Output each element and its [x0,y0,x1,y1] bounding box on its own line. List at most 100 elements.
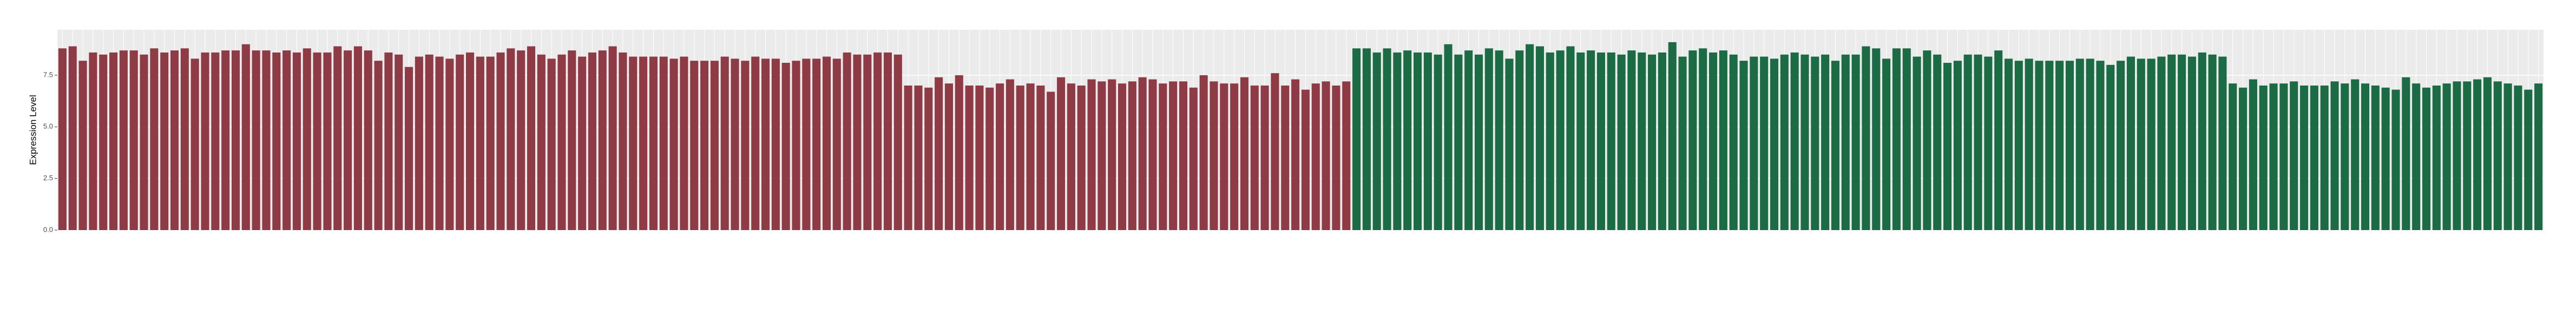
bar [1067,83,1075,230]
bar [2178,54,2186,230]
bar [690,61,699,230]
bar [1872,48,1881,230]
bar [2320,85,2329,230]
bar [2005,58,2013,230]
bar [578,56,587,230]
bar [619,52,627,230]
bar [1087,79,1096,230]
bar [1240,77,1248,230]
bar [802,58,811,230]
y-tick-label: 7.5 [43,70,53,78]
bar [873,52,882,230]
bar [1413,52,1422,230]
bar [68,46,77,230]
bar [608,46,617,230]
bar [1444,44,1453,230]
bar [2045,61,2054,230]
bar [119,50,128,230]
bar [812,58,821,230]
bar [731,58,739,230]
bar [2432,85,2441,230]
bar [1077,85,1086,230]
bar [1526,44,1534,230]
bar [700,61,709,230]
bar [1301,89,1310,230]
bar [1739,61,1748,230]
bar [1484,48,1493,230]
bar [2483,77,2492,230]
bar [1189,87,1198,230]
bar [639,56,648,230]
bar [1210,81,1218,230]
bar [1047,91,1055,230]
bar [669,58,678,230]
bar [2055,61,2064,230]
bar [1403,50,1412,230]
bar [1179,81,1188,230]
bar [843,52,851,230]
bar [201,52,209,230]
bar [476,56,484,230]
bar [1057,77,1066,230]
bar [1311,83,1320,230]
y-tick-label: 2.5 [43,174,53,182]
bar [1138,77,1147,230]
bar [89,52,97,230]
bar [955,75,963,230]
bar [211,52,220,230]
bar [496,52,505,230]
bar [710,61,719,230]
bar [1811,56,1819,230]
bar [568,50,576,230]
bar [425,54,433,230]
bar [1016,85,1024,230]
bar [2137,58,2145,230]
bar [252,50,260,230]
bar [1750,56,1758,230]
bar [1790,52,1799,230]
bar [292,52,301,230]
bar [2412,83,2421,230]
bar [272,52,281,230]
bar [2117,61,2125,230]
bar [2187,56,2196,230]
bar [1953,61,1962,230]
bar [517,50,525,230]
bar [344,50,352,230]
bar [415,56,423,230]
bar [1260,85,1269,230]
bar [1587,50,1595,230]
bar [150,48,159,230]
bar [1984,56,1993,230]
y-tick-label: 0.0 [43,225,53,233]
y-tick-label: 5.0 [43,122,53,130]
bar [129,50,138,230]
bar [1291,79,1300,230]
bar [78,61,87,230]
bar [1831,61,1839,230]
bar [2147,58,2156,230]
bar [180,48,189,230]
bar [1841,54,1850,230]
bar [262,50,271,230]
bar [507,48,515,230]
bar [1108,79,1116,230]
bar [303,48,311,230]
bar [1495,50,1503,230]
bar [1220,83,1228,230]
bar [170,50,179,230]
bar [771,58,780,230]
bar [629,56,638,230]
bar [924,87,933,230]
bar [1780,54,1789,230]
bar [2371,85,2380,230]
y-axis-label: Expression Level [28,95,38,165]
bar [395,54,403,230]
bar [2290,81,2298,230]
bar [1648,54,1657,230]
bar [2310,85,2318,230]
bar [1169,81,1178,230]
bar [2096,61,2105,230]
bar [1352,48,1361,230]
bar [2300,85,2309,230]
